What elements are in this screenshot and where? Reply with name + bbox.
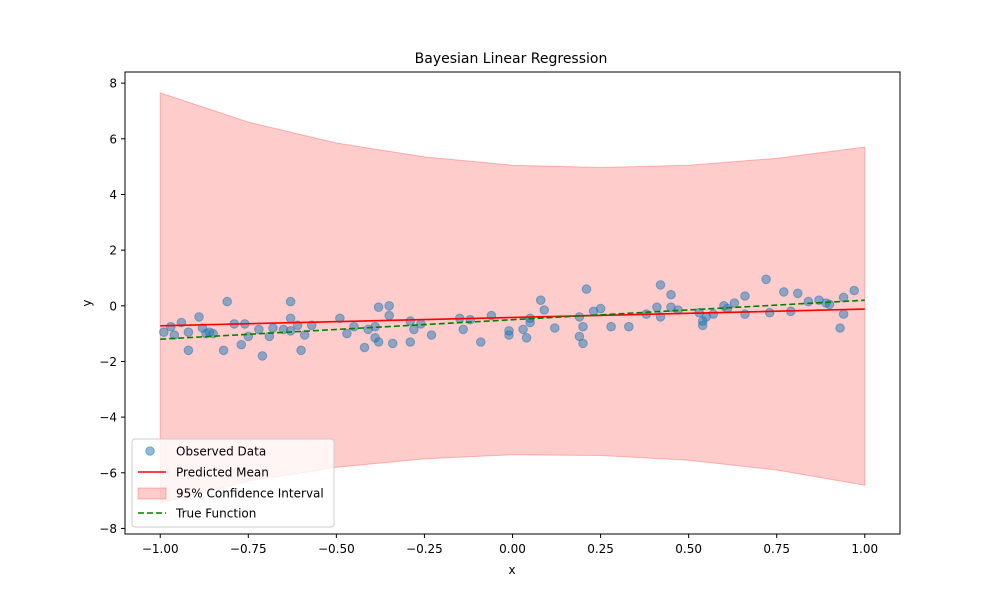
confidence-band xyxy=(159,92,866,505)
x-tick-label: 0.50 xyxy=(675,542,702,556)
data-point xyxy=(218,345,229,356)
data-point xyxy=(387,338,398,349)
data-point xyxy=(578,321,588,332)
x-axis-ticks: −1.00 −0.75 −0.50 −0.25 0.00 0.25 0.50 0.75 1.00 xyxy=(142,534,878,556)
data-point xyxy=(624,321,634,332)
data-point xyxy=(518,324,528,335)
data-point xyxy=(729,298,740,308)
data-point xyxy=(166,321,176,332)
chart-title: Bayesian Linear Regression xyxy=(415,51,608,67)
data-point xyxy=(254,324,264,335)
y-tick-label: 6 xyxy=(109,132,117,146)
y-axis-label: y xyxy=(80,299,94,306)
data-point xyxy=(194,312,204,322)
data-point xyxy=(384,301,395,311)
x-tick-label: 0.25 xyxy=(587,542,614,556)
data-point xyxy=(285,296,296,307)
x-tick-label: −0.50 xyxy=(318,542,355,556)
data-point xyxy=(535,295,546,306)
data-point xyxy=(159,327,169,338)
data-point xyxy=(761,274,771,285)
x-tick-label: 0.75 xyxy=(763,542,790,556)
data-point xyxy=(306,320,317,331)
x-tick-label: −0.75 xyxy=(230,542,267,556)
y-tick-label: 4 xyxy=(109,188,117,202)
y-axis-ticks: −8 −6 −4 −2 0 2 4 6 8 xyxy=(99,77,125,536)
data-point xyxy=(655,280,666,290)
legend-label-observed-data: Observed Data xyxy=(176,445,266,459)
data-point xyxy=(504,330,514,340)
data-point xyxy=(740,291,750,301)
data-point xyxy=(849,285,860,296)
data-point xyxy=(335,313,345,324)
data-point xyxy=(384,310,395,321)
x-tick-label: 0.00 xyxy=(499,542,526,556)
x-tick-label: −0.25 xyxy=(406,542,443,556)
legend-label-predicted-mean: Predicted Mean xyxy=(176,466,269,480)
data-point xyxy=(268,323,278,333)
legend-label-true-function: True Function xyxy=(175,507,256,521)
data-point xyxy=(458,324,469,335)
y-tick-label: −2 xyxy=(99,355,117,369)
data-point xyxy=(183,327,194,338)
data-point xyxy=(169,330,180,340)
data-point xyxy=(606,321,616,332)
y-tick-label: 2 xyxy=(109,244,117,258)
data-point xyxy=(539,305,550,315)
data-point xyxy=(521,333,532,343)
y-tick-label: 0 xyxy=(109,299,117,313)
data-point xyxy=(285,313,296,324)
legend-marker-observed-data xyxy=(145,446,155,456)
confidence-band-layer xyxy=(159,92,866,505)
legend-label-95-confidence-interval: 95% Confidence Interval xyxy=(176,487,324,501)
y-tick-label: 8 xyxy=(109,77,117,91)
data-point xyxy=(550,323,560,333)
data-point xyxy=(838,309,849,319)
y-tick-label: −8 xyxy=(99,522,117,536)
y-tick-label: −6 xyxy=(99,466,117,480)
data-point xyxy=(803,296,814,307)
y-tick-label: −4 xyxy=(99,411,117,425)
data-point xyxy=(426,330,437,340)
data-point xyxy=(257,351,268,361)
x-axis-label: x xyxy=(508,563,515,577)
data-point xyxy=(264,331,275,342)
data-point xyxy=(359,342,370,353)
legend-frame xyxy=(131,438,335,528)
data-point xyxy=(835,323,845,333)
data-point xyxy=(349,321,359,332)
data-point xyxy=(285,326,296,336)
data-point xyxy=(236,339,247,350)
observed-points-layer xyxy=(159,274,860,361)
data-point xyxy=(764,307,775,318)
data-point xyxy=(183,345,194,356)
data-point xyxy=(222,296,232,307)
data-point xyxy=(708,309,719,319)
data-point xyxy=(793,288,803,299)
data-point xyxy=(405,337,416,347)
data-point xyxy=(342,328,352,339)
data-point xyxy=(405,316,416,326)
data-point xyxy=(652,302,662,313)
data-point xyxy=(578,338,588,349)
x-tick-label: −1.00 xyxy=(142,542,179,556)
data-point xyxy=(581,284,592,294)
lines-layer xyxy=(160,299,865,340)
x-tick-label: 1.00 xyxy=(851,542,878,556)
data-point xyxy=(373,337,384,347)
data-point xyxy=(666,289,676,300)
data-point xyxy=(373,302,384,313)
data-point xyxy=(779,287,789,297)
true-function-line xyxy=(160,299,865,340)
data-point xyxy=(476,337,486,347)
legend: Observed Data Predicted Mean 95% Confidenc… xyxy=(131,438,335,528)
data-point xyxy=(296,345,306,356)
data-point xyxy=(697,320,708,331)
data-point xyxy=(595,303,606,314)
predicted-mean-line xyxy=(160,308,865,327)
legend-marker-95-confidence-interval xyxy=(137,487,167,500)
